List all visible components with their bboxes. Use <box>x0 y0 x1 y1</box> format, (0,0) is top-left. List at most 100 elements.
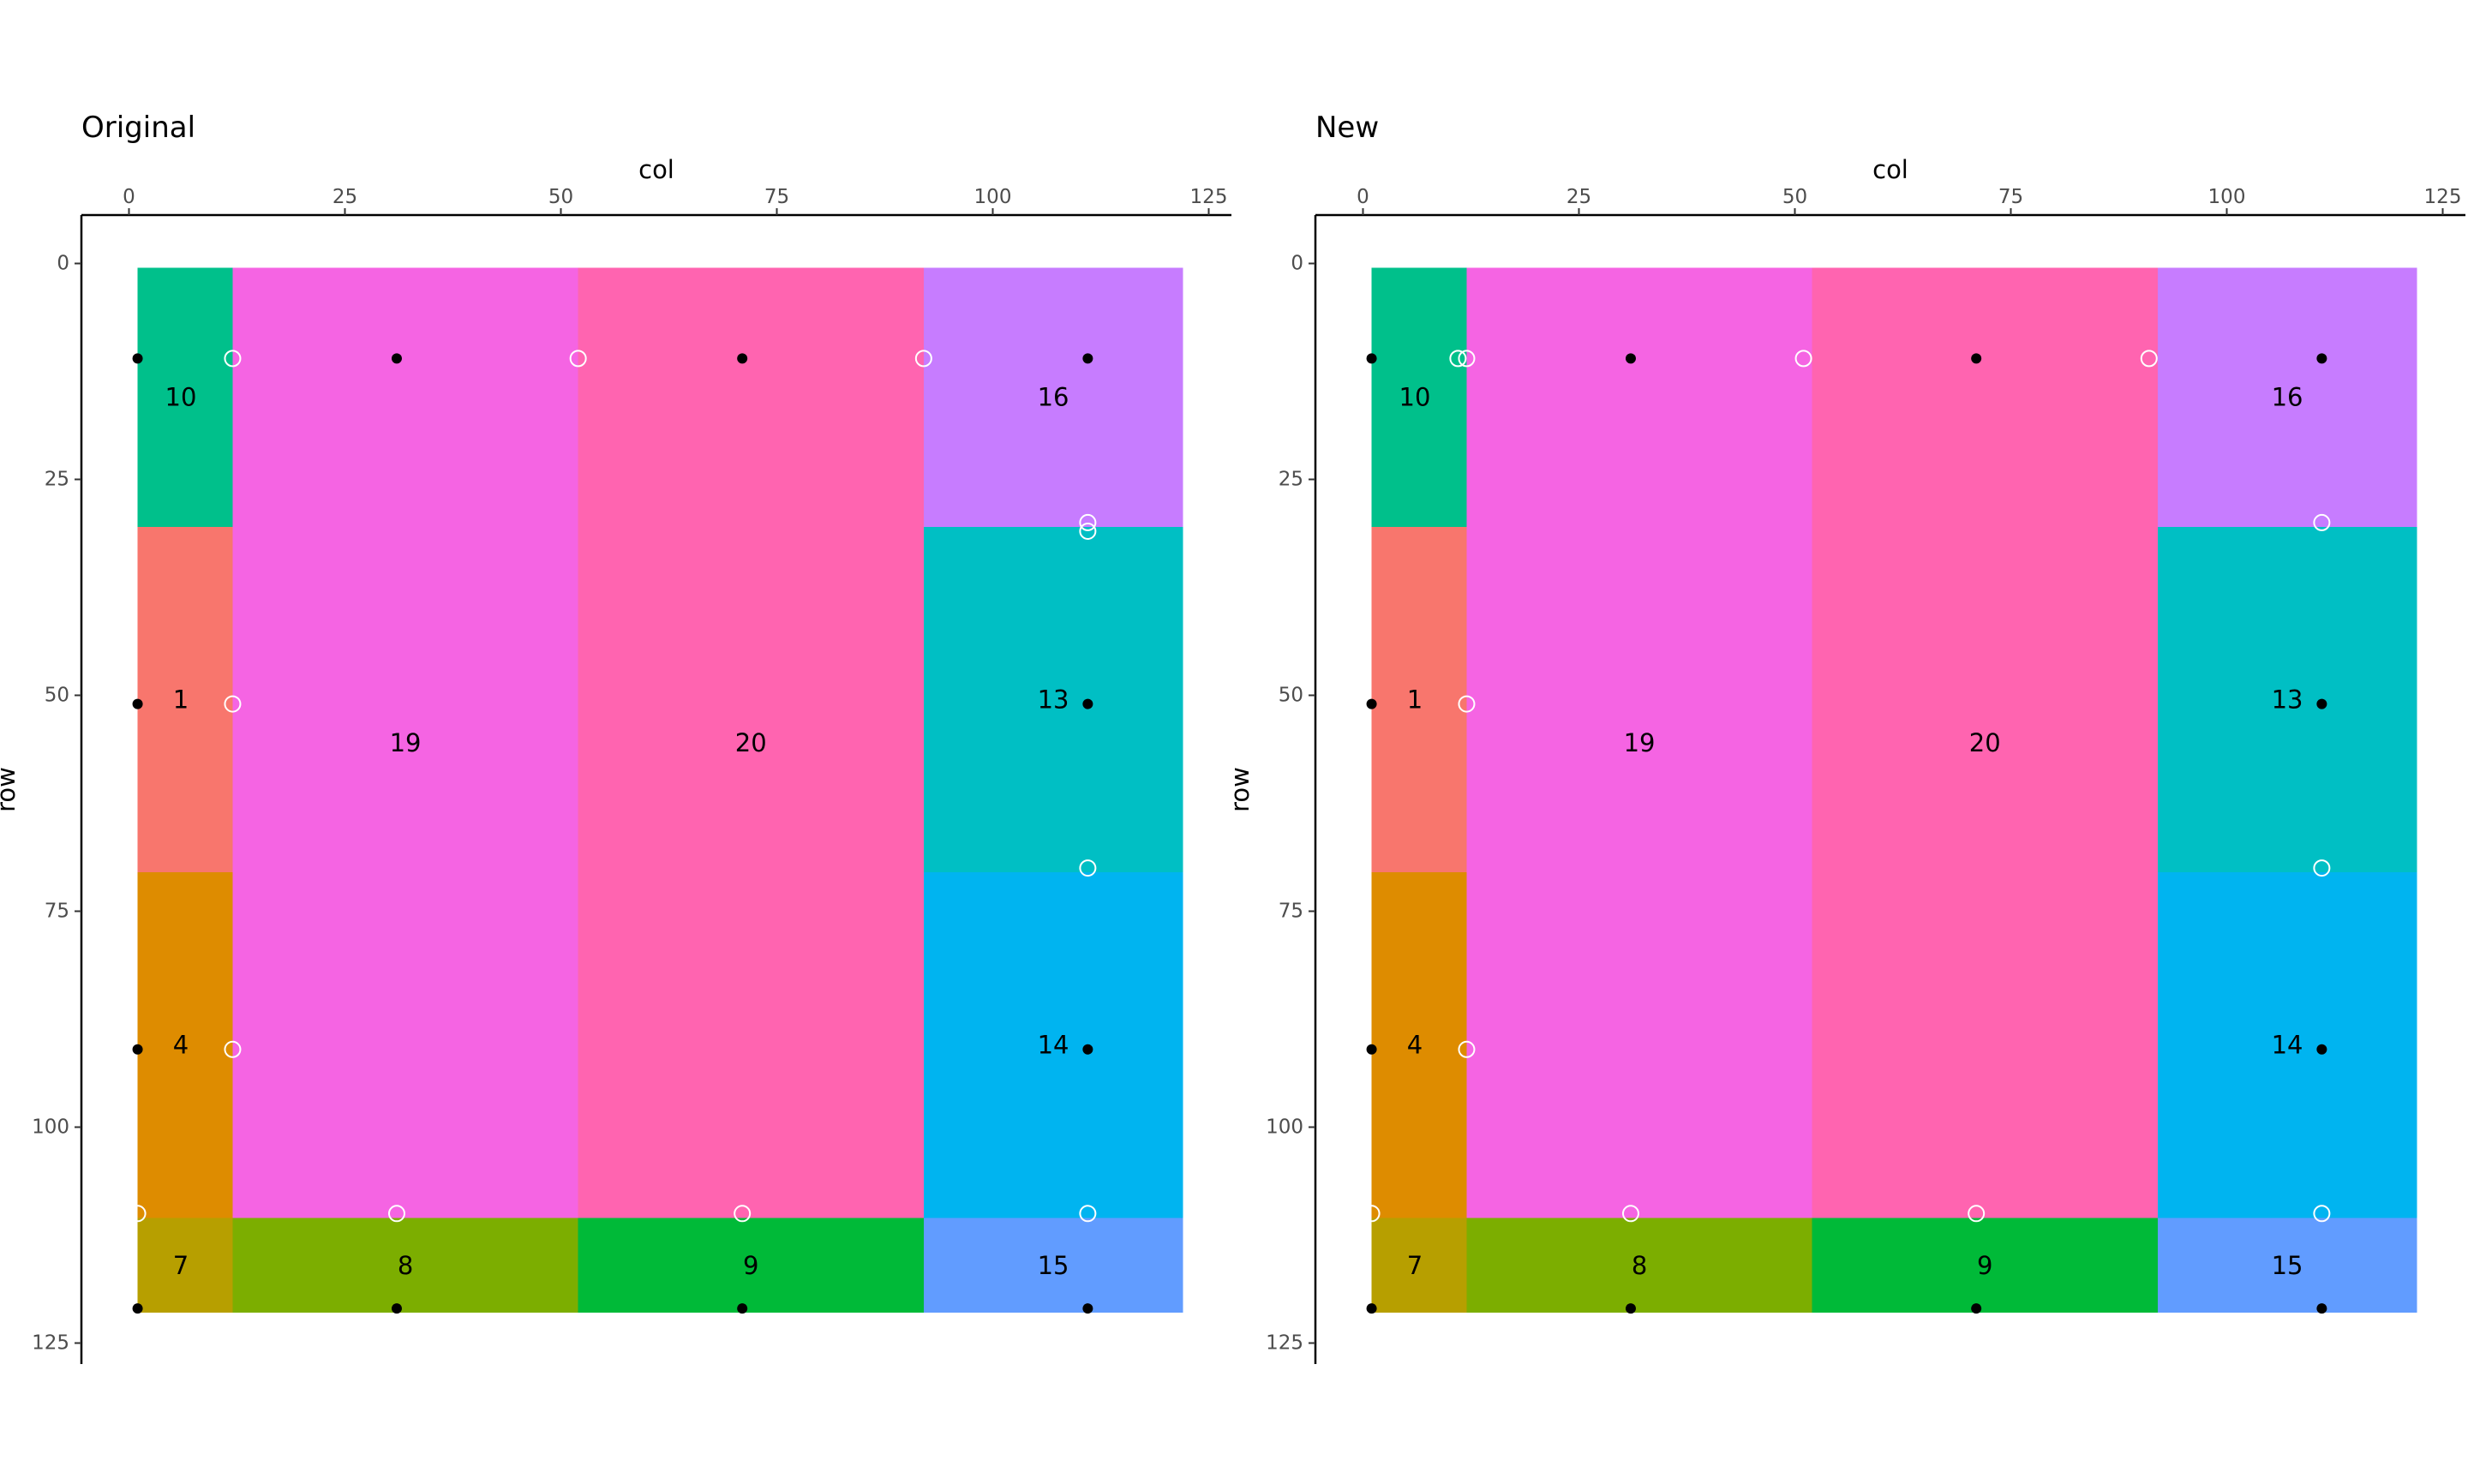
x-tick-label: 0 <box>123 186 135 208</box>
y-tick-label: 100 <box>32 1116 69 1139</box>
filled-point <box>1082 1303 1093 1314</box>
x-axis-title: col <box>638 155 674 184</box>
x-tick-label: 25 <box>1566 186 1591 208</box>
region-tile-19 <box>1466 267 1812 1218</box>
x-tick-label: 125 <box>2424 186 2462 208</box>
region-label: 7 <box>1407 1251 1423 1280</box>
open-point <box>1079 522 1097 540</box>
region-tile-16 <box>2157 267 2417 527</box>
region-tile-14 <box>2157 872 2417 1218</box>
y-tick-label: 125 <box>32 1332 69 1355</box>
region-label: 8 <box>1632 1251 1647 1280</box>
open-point <box>1079 859 1097 877</box>
filled-point <box>1625 1303 1636 1314</box>
region-label: 14 <box>1038 1031 1069 1060</box>
y-tick-label: 0 <box>57 253 69 275</box>
filled-point <box>2316 353 2327 364</box>
x-tick-label: 75 <box>1998 186 2023 208</box>
open-point <box>2313 513 2331 531</box>
x-axis-title: col <box>1872 155 1908 184</box>
region-label: 7 <box>173 1251 189 1280</box>
filled-point <box>1082 353 1093 364</box>
y-tick-label: 50 <box>45 685 69 707</box>
open-point <box>224 1040 242 1058</box>
region-tile-4 <box>1371 872 1467 1218</box>
filled-point <box>132 698 143 709</box>
region-label: 9 <box>1977 1251 1992 1280</box>
region-tile-15 <box>923 1218 1183 1313</box>
region-tile-7 <box>137 1218 233 1313</box>
region-tile-20 <box>578 267 924 1218</box>
y-tick-label: 75 <box>1279 901 1303 923</box>
filled-point <box>2316 1303 2327 1314</box>
region-label: 13 <box>2272 685 2303 715</box>
filled-point <box>132 353 143 364</box>
region-label: 15 <box>1038 1251 1069 1280</box>
x-tick-label: 100 <box>2208 186 2246 208</box>
filled-point <box>1971 353 1982 364</box>
region-tile-4 <box>137 872 233 1218</box>
open-point <box>914 350 932 368</box>
region-label: 19 <box>390 728 422 757</box>
open-point <box>1079 513 1097 531</box>
region-tile-19 <box>232 267 578 1218</box>
region-tile-9 <box>578 1218 924 1313</box>
open-point <box>734 1205 752 1223</box>
chart-title: Original <box>81 111 195 145</box>
filled-point <box>1971 1303 1982 1314</box>
y-axis-title: row <box>1225 767 1255 812</box>
region-tile-20 <box>1812 267 2158 1218</box>
region-tile-10 <box>137 267 233 527</box>
y-axis-title: row <box>0 767 21 812</box>
region-label: 1 <box>1407 685 1423 715</box>
region-tile-15 <box>2157 1218 2417 1313</box>
x-tick-label: 75 <box>764 186 789 208</box>
open-point <box>129 1205 147 1223</box>
y-tick-label: 50 <box>1279 685 1303 707</box>
region-tile-8 <box>1466 1218 1812 1313</box>
filled-point <box>1082 698 1093 709</box>
region-tile-1 <box>1371 526 1467 873</box>
open-point <box>569 350 587 368</box>
open-point <box>2313 859 2331 877</box>
y-tick-label: 25 <box>1279 469 1303 491</box>
y-tick-label: 125 <box>1266 1332 1303 1355</box>
region-tile-13 <box>2157 526 2417 873</box>
region-tile-16 <box>923 267 1183 527</box>
region-tile-7 <box>1371 1218 1467 1313</box>
region-label: 8 <box>398 1251 413 1280</box>
filled-point <box>737 1303 748 1314</box>
region-label: 4 <box>173 1031 189 1060</box>
open-point <box>1458 1040 1476 1058</box>
region-label: 9 <box>743 1251 758 1280</box>
region-label: 19 <box>1624 728 1656 757</box>
region-label: 20 <box>1969 728 2001 757</box>
region-label: 10 <box>165 383 197 412</box>
open-point <box>387 1205 405 1223</box>
region-label: 1 <box>173 685 189 715</box>
filled-point <box>737 353 748 364</box>
x-tick-label: 25 <box>332 186 357 208</box>
region-tile-14 <box>923 872 1183 1218</box>
y-tick-label: 75 <box>45 901 69 923</box>
open-point <box>1079 1205 1097 1223</box>
region-tile-1 <box>137 526 233 873</box>
open-point <box>224 695 242 713</box>
filled-point <box>1366 1303 1377 1314</box>
filled-point <box>2316 1044 2327 1055</box>
region-tile-10 <box>1371 267 1467 527</box>
x-tick-label: 50 <box>1782 186 1807 208</box>
filled-point <box>1366 353 1377 364</box>
region-label: 15 <box>2272 1251 2303 1280</box>
filled-point <box>391 1303 402 1314</box>
region-tile-13 <box>923 526 1183 873</box>
filled-point <box>132 1303 143 1314</box>
region-label: 16 <box>2272 383 2303 412</box>
region-tile-8 <box>232 1218 578 1313</box>
open-point <box>1621 1205 1639 1223</box>
open-point <box>1968 1205 1986 1223</box>
region-tile-9 <box>1812 1218 2158 1313</box>
